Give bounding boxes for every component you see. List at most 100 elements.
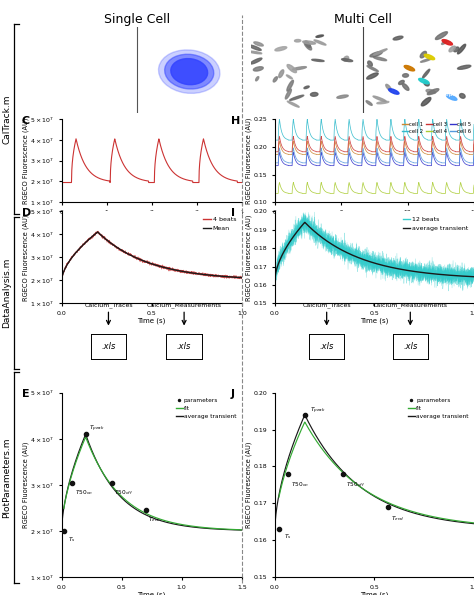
Text: $T_{env}$: $T_{env}$ bbox=[148, 515, 161, 524]
Ellipse shape bbox=[292, 67, 306, 70]
Text: Calcium_Traces: Calcium_Traces bbox=[302, 302, 351, 308]
Text: D: D bbox=[22, 208, 31, 218]
Ellipse shape bbox=[285, 89, 292, 99]
Ellipse shape bbox=[457, 65, 471, 69]
Ellipse shape bbox=[286, 75, 292, 79]
Text: CalTrack.m: CalTrack.m bbox=[3, 94, 11, 144]
Ellipse shape bbox=[393, 36, 403, 40]
Point bbox=[275, 524, 283, 534]
Ellipse shape bbox=[273, 77, 277, 82]
Text: Calcium_Measurements: Calcium_Measurements bbox=[373, 302, 448, 308]
X-axis label: Time (s): Time (s) bbox=[360, 217, 389, 223]
Ellipse shape bbox=[428, 89, 439, 95]
Ellipse shape bbox=[255, 77, 259, 81]
Ellipse shape bbox=[342, 59, 353, 62]
Ellipse shape bbox=[449, 46, 456, 52]
Ellipse shape bbox=[310, 92, 318, 96]
Ellipse shape bbox=[370, 52, 382, 57]
Ellipse shape bbox=[249, 45, 261, 51]
Text: 20μm: 20μm bbox=[207, 93, 225, 99]
Text: .xls: .xls bbox=[177, 342, 191, 352]
Ellipse shape bbox=[248, 51, 262, 54]
Text: Calcium_Measurements: Calcium_Measurements bbox=[146, 302, 222, 308]
Text: I: I bbox=[231, 208, 235, 218]
Ellipse shape bbox=[442, 40, 447, 45]
Text: 20X: 20X bbox=[255, 101, 271, 110]
Text: $T50_{on}$: $T50_{on}$ bbox=[291, 481, 309, 489]
Ellipse shape bbox=[399, 80, 404, 84]
Ellipse shape bbox=[294, 39, 301, 42]
Text: $T_{end}$: $T_{end}$ bbox=[392, 513, 405, 522]
Point bbox=[384, 502, 392, 512]
Legend: cell 1, cell 2, cell 3, cell 4, cell 5, cell 6: cell 1, cell 2, cell 3, cell 4, cell 5, … bbox=[402, 121, 471, 134]
Ellipse shape bbox=[344, 56, 349, 61]
Ellipse shape bbox=[367, 73, 378, 79]
Ellipse shape bbox=[367, 66, 378, 71]
Ellipse shape bbox=[164, 54, 214, 89]
Ellipse shape bbox=[368, 61, 373, 66]
Ellipse shape bbox=[419, 79, 429, 84]
Ellipse shape bbox=[337, 95, 348, 98]
Ellipse shape bbox=[287, 101, 299, 107]
Ellipse shape bbox=[424, 54, 435, 60]
Text: F: F bbox=[255, 27, 262, 37]
Legend: parameters, fit, average transient: parameters, fit, average transient bbox=[405, 396, 471, 421]
Y-axis label: RGECO Fluorescence (AU): RGECO Fluorescence (AU) bbox=[246, 214, 252, 300]
Y-axis label: RGECO Fluorescence (AU): RGECO Fluorescence (AU) bbox=[246, 117, 252, 204]
Legend: 4 beats, Mean: 4 beats, Mean bbox=[201, 214, 238, 233]
Ellipse shape bbox=[54, 45, 125, 95]
Ellipse shape bbox=[304, 86, 309, 89]
Text: G: G bbox=[366, 27, 374, 37]
Text: 100μm: 100μm bbox=[438, 92, 459, 97]
Text: C: C bbox=[22, 115, 30, 126]
Ellipse shape bbox=[254, 67, 263, 71]
Ellipse shape bbox=[447, 95, 457, 100]
Text: H: H bbox=[231, 115, 240, 126]
Text: $T_s$: $T_s$ bbox=[68, 535, 75, 544]
Ellipse shape bbox=[314, 40, 326, 45]
Ellipse shape bbox=[374, 57, 387, 61]
X-axis label: Time (s): Time (s) bbox=[137, 318, 166, 324]
Ellipse shape bbox=[316, 35, 323, 37]
Ellipse shape bbox=[424, 82, 429, 86]
Y-axis label: RGECO Fluorescence (AU): RGECO Fluorescence (AU) bbox=[246, 441, 252, 528]
Ellipse shape bbox=[287, 80, 293, 91]
Ellipse shape bbox=[275, 46, 287, 51]
Y-axis label: RGECO Fluorescence (AU): RGECO Fluorescence (AU) bbox=[22, 117, 28, 204]
Ellipse shape bbox=[171, 58, 208, 84]
Point bbox=[69, 478, 76, 487]
Point bbox=[301, 410, 309, 419]
Ellipse shape bbox=[61, 49, 118, 90]
Text: Single Cell: Single Cell bbox=[104, 13, 171, 26]
Y-axis label: RGECO Fluorescence (AU): RGECO Fluorescence (AU) bbox=[22, 441, 28, 528]
Text: $T_s$: $T_s$ bbox=[284, 532, 292, 541]
Ellipse shape bbox=[290, 95, 304, 101]
Point bbox=[108, 478, 116, 487]
Ellipse shape bbox=[454, 47, 459, 52]
Text: Multi Cell: Multi Cell bbox=[334, 13, 392, 26]
Point bbox=[82, 430, 90, 439]
Ellipse shape bbox=[389, 89, 399, 94]
Ellipse shape bbox=[279, 70, 284, 77]
X-axis label: Time (s): Time (s) bbox=[360, 318, 389, 324]
Ellipse shape bbox=[402, 84, 409, 90]
Ellipse shape bbox=[442, 40, 453, 45]
Ellipse shape bbox=[303, 41, 316, 44]
Ellipse shape bbox=[422, 69, 430, 78]
Text: $T50_{on}$: $T50_{on}$ bbox=[75, 488, 93, 497]
Ellipse shape bbox=[386, 84, 391, 90]
Text: J: J bbox=[231, 389, 235, 399]
Ellipse shape bbox=[373, 96, 386, 102]
Ellipse shape bbox=[70, 56, 109, 84]
Ellipse shape bbox=[420, 58, 431, 62]
Text: $T50_{off}$: $T50_{off}$ bbox=[346, 481, 365, 489]
Ellipse shape bbox=[250, 58, 262, 64]
Ellipse shape bbox=[287, 64, 296, 73]
Text: PlotParameters.m: PlotParameters.m bbox=[3, 437, 11, 518]
Ellipse shape bbox=[402, 74, 409, 77]
Ellipse shape bbox=[312, 60, 324, 61]
Point bbox=[284, 469, 292, 478]
Text: 100X: 100X bbox=[44, 101, 64, 110]
Ellipse shape bbox=[426, 89, 436, 93]
Text: .xls: .xls bbox=[319, 342, 334, 352]
